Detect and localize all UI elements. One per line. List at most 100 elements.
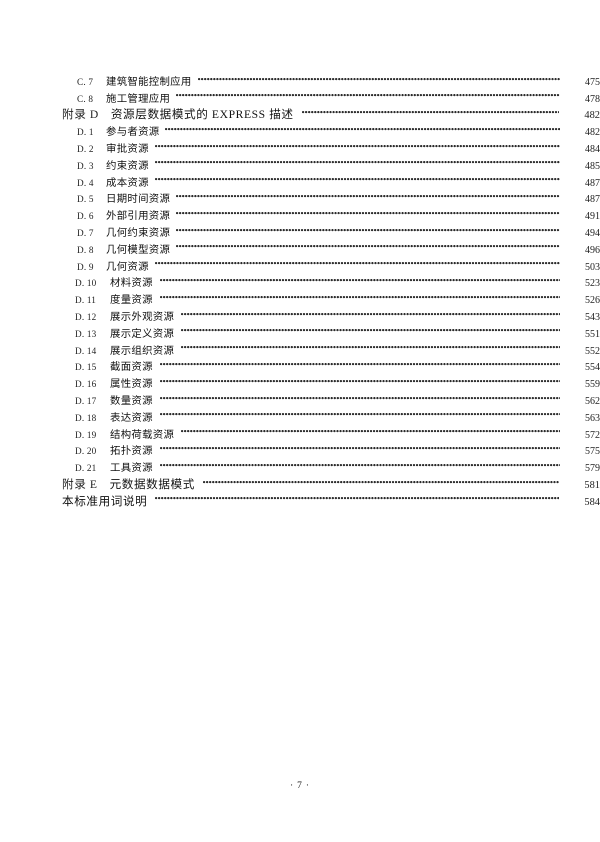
toc-entry[interactable]: D. 2 审批资源 484 <box>0 135 600 155</box>
toc-entry-number: D. 14 <box>75 345 97 356</box>
toc-entry-number: D. 11 <box>75 295 97 306</box>
toc-entry[interactable]: D. 9 几何资源 503 <box>0 253 600 273</box>
footer-right-marker: · <box>305 781 311 791</box>
toc-entry[interactable]: D. 15 截面资源 554 <box>0 354 600 373</box>
toc-entry[interactable]: D. 17 数量资源 562 <box>0 387 600 407</box>
toc-entry-number: D. 8 <box>77 244 94 255</box>
toc-entry[interactable]: D. 11 度量资源 526 <box>0 286 600 306</box>
footer-left-marker: · <box>289 781 295 791</box>
toc-entry[interactable]: 附录 D 资源层数据模式的 EXPRESS 描述 482 <box>0 102 600 121</box>
toc-entry-page-number: 491 <box>585 211 600 223</box>
toc-entry-title: 拓扑资源 <box>110 446 153 458</box>
toc-entry[interactable]: D. 1 参与者资源 482 <box>0 118 600 138</box>
toc-entry[interactable]: D. 4 成本资源 487 <box>0 169 600 189</box>
toc-dot-leader <box>154 135 560 152</box>
toc-entry-number: C. 8 <box>77 93 94 104</box>
toc-entry-page-number: 584 <box>584 496 600 508</box>
toc-entry-title: 几何约束资源 <box>106 227 171 239</box>
toc-entry-page-number: 494 <box>585 227 600 239</box>
toc-entry-number: D. 7 <box>77 227 94 238</box>
toc-dot-leader <box>181 320 560 337</box>
toc-entry-page-number: 563 <box>585 412 600 424</box>
toc-dot-leader <box>176 85 560 102</box>
toc-entry-title: 属性资源 <box>110 379 153 391</box>
toc-entry-page-number: 579 <box>585 463 600 475</box>
toc-entry-title: 外部引用资源 <box>106 211 171 223</box>
toc-entry-number: D. 19 <box>75 429 97 440</box>
toc-entry[interactable]: D. 20 拓扑资源 575 <box>0 438 600 457</box>
toc-dot-leader <box>176 236 560 253</box>
toc-entry[interactable]: D. 19 结构荷载资源 572 <box>0 421 600 441</box>
toc-dot-leader <box>176 219 560 236</box>
toc-entry-number: D. 3 <box>77 160 94 171</box>
toc-entry-number: D. 9 <box>77 261 94 272</box>
toc-entry-page-number: 484 <box>585 143 600 155</box>
toc-entry-number: D. 10 <box>75 278 97 289</box>
toc-entry-number: D. 15 <box>75 362 97 373</box>
toc-entry[interactable]: D. 5 日期时间资源 487 <box>0 186 600 205</box>
toc-entry-page-number: 485 <box>585 160 600 172</box>
toc-entry[interactable]: D. 10 材料资源 523 <box>0 270 600 289</box>
toc-entry-title: 资源层数据模式的 EXPRESS 描述 <box>110 108 294 122</box>
toc-entry-title: 成本资源 <box>106 177 149 189</box>
toc-entry-number: D. 12 <box>75 311 97 322</box>
toc-entry-number: D. 6 <box>77 211 94 222</box>
toc-entry-page-number: 552 <box>585 345 600 357</box>
toc-dot-leader <box>159 404 560 421</box>
toc-entry[interactable]: C. 8 施工管理应用 478 <box>0 85 600 105</box>
toc-entry-number: D. 2 <box>77 143 94 154</box>
toc-entry-title: 约束资源 <box>106 160 149 172</box>
toc-entry[interactable]: D. 3 约束资源 485 <box>0 152 600 172</box>
toc-entry-page-number: 478 <box>585 93 600 105</box>
toc-entry[interactable]: D. 12 展示外观资源 543 <box>0 303 600 323</box>
toc-entry-title: 材料资源 <box>110 278 153 290</box>
toc-entry-page-number: 487 <box>585 177 600 189</box>
toc-dot-leader <box>301 102 559 119</box>
toc-dot-leader <box>181 421 560 438</box>
toc-dot-leader <box>181 337 560 354</box>
toc-entry[interactable]: 本标准用词说明 584 <box>0 488 600 508</box>
toc-entry[interactable]: D. 18 表达资源 563 <box>0 404 600 424</box>
toc-entry-title: 表达资源 <box>110 412 153 424</box>
toc-entry-number: D. 4 <box>77 177 94 188</box>
toc-entry[interactable]: 附录 E 元数据数据模式 581 <box>0 471 600 491</box>
toc-entry-page-number: 572 <box>585 429 600 441</box>
toc-entry-page-number: 554 <box>585 362 600 374</box>
toc-entry-number: 附录 E <box>62 477 98 491</box>
toc-entry[interactable]: D. 6 外部引用资源 491 <box>0 202 600 222</box>
toc-entry-page-number: 503 <box>585 261 600 273</box>
toc-entry-page-number: 526 <box>585 295 600 307</box>
toc-entry-title: 参与者资源 <box>106 127 160 139</box>
toc-entry-title: 建筑智能控制应用 <box>106 76 192 88</box>
toc-entry-number: D. 17 <box>75 395 97 406</box>
toc-entry[interactable]: C. 7 建筑智能控制应用 475 <box>0 68 600 88</box>
page-footer: · 7 · <box>0 781 600 791</box>
toc-entry-page-number: 559 <box>585 379 600 391</box>
toc-entry-number: D. 20 <box>75 446 97 457</box>
toc-entry[interactable]: D. 21 工具资源 579 <box>0 454 600 474</box>
toc-entry-page-number: 551 <box>585 328 600 340</box>
toc-dot-leader <box>159 438 560 455</box>
toc-dot-leader <box>165 118 560 135</box>
toc-entry-page-number: 482 <box>585 127 600 139</box>
toc-entry-number: D. 13 <box>75 328 97 339</box>
toc-dot-leader <box>154 253 560 270</box>
toc-dot-leader <box>154 169 560 186</box>
toc-entry[interactable]: D. 8 几何模型资源 496 <box>0 236 600 256</box>
toc-entry-title: 工具资源 <box>110 463 153 475</box>
toc-entry[interactable]: D. 14 展示组织资源 552 <box>0 337 600 357</box>
toc-entry-title: 几何模型资源 <box>106 244 171 256</box>
toc-entry[interactable]: D. 16 属性资源 559 <box>0 370 600 390</box>
toc-entry-page-number: 575 <box>585 446 600 458</box>
toc-entry-number: D. 1 <box>77 127 94 138</box>
toc-entry[interactable]: D. 7 几何约束资源 494 <box>0 219 600 239</box>
toc-entry-title: 审批资源 <box>106 143 149 155</box>
toc-dot-leader <box>181 303 560 320</box>
toc-entry-page-number: 475 <box>585 76 600 88</box>
toc-entry-title: 截面资源 <box>110 362 153 374</box>
toc-entry-page-number: 496 <box>585 244 600 256</box>
toc-dot-leader <box>159 354 560 371</box>
toc-dot-leader <box>155 488 559 505</box>
toc-entry[interactable]: D. 13 展示定义资源 551 <box>0 320 600 340</box>
